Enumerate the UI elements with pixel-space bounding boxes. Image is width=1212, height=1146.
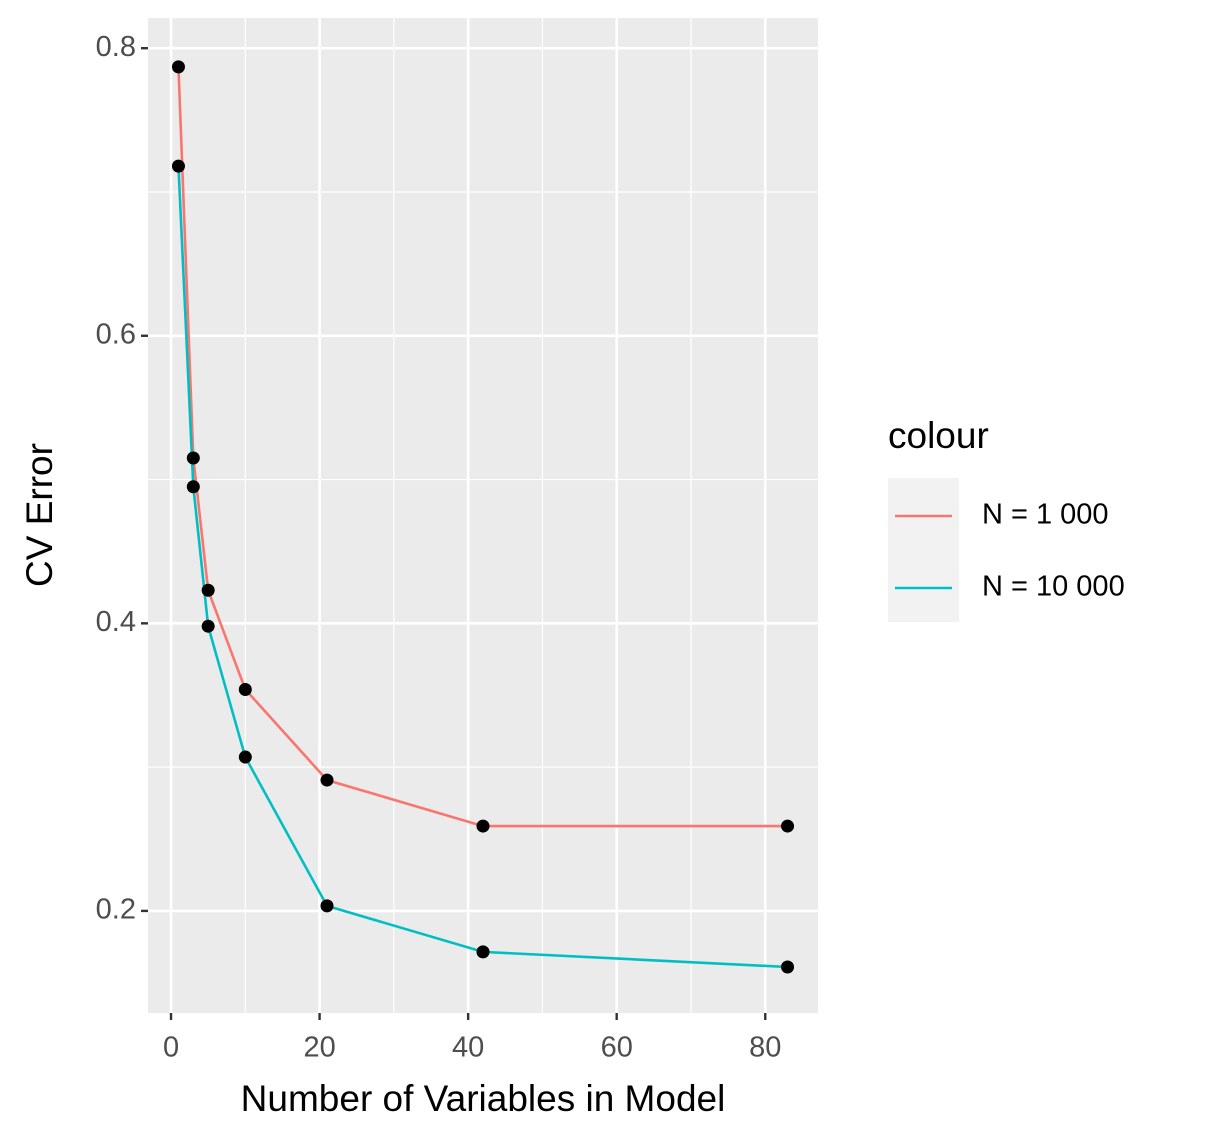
x-tick-label: 0 [163,1032,179,1064]
data-point [781,960,795,974]
y-tick-label: 0.6 [96,318,136,350]
data-point [238,682,252,696]
data-point [476,945,490,959]
x-tick-label: 40 [452,1032,484,1064]
y-tick-label: 0.4 [96,606,136,638]
data-point [320,773,334,787]
data-point [320,899,334,913]
x-tick-label: 80 [749,1032,781,1064]
x-tick-label: 60 [601,1032,633,1064]
legend-key-background [888,478,959,622]
legend-label: N = 10 000 [982,571,1125,603]
y-tick-label: 0.8 [96,31,136,63]
y-axis-title: CV Error [19,443,60,587]
data-point [476,819,490,833]
x-axis-title: Number of Variables in Model [241,1078,726,1119]
data-point [186,480,200,494]
legend-title: colour [888,415,989,456]
x-tick-label: 20 [303,1032,335,1064]
data-point [201,619,215,633]
data-point [186,451,200,465]
panel-background [148,18,818,1013]
legend-label: N = 1 000 [982,499,1109,531]
data-point [171,159,185,173]
data-point [201,583,215,597]
y-tick-label: 0.2 [96,894,136,926]
data-point [171,60,185,74]
data-point [238,750,252,764]
data-point [781,819,795,833]
